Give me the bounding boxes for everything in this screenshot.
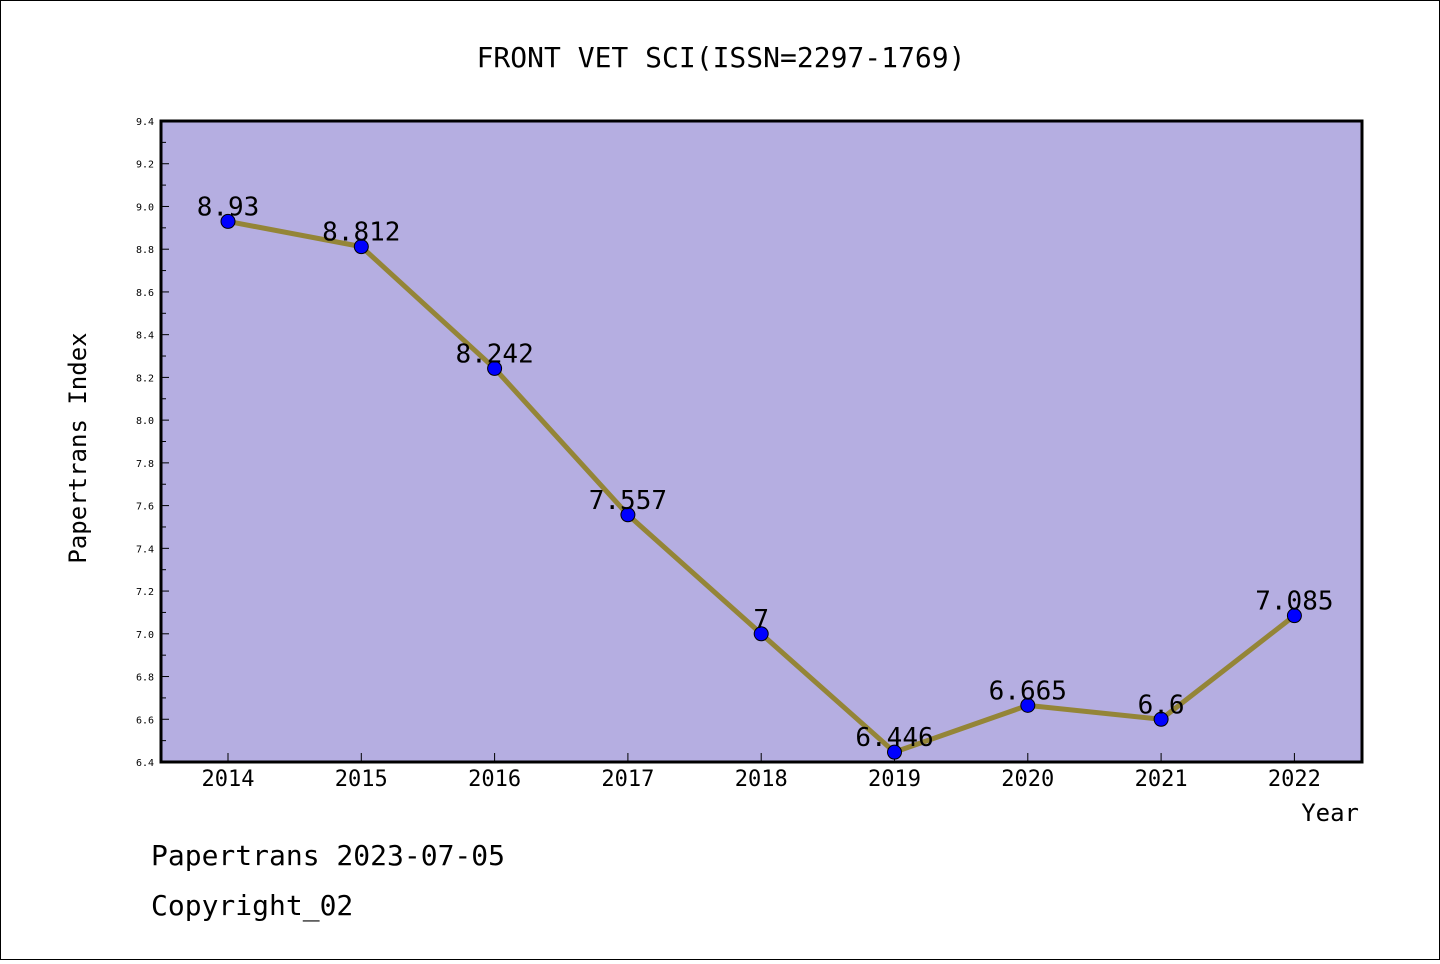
x-tick-label: 2018 <box>735 767 788 792</box>
x-tick-label: 2019 <box>868 767 921 792</box>
footer-copyright-text: Copyright_02 <box>151 889 353 923</box>
x-tick-label: 2022 <box>1268 767 1321 792</box>
series-group: 8.93 8.812 8.242 7.557 7 6.446 6.665 6.6 7.085 <box>197 192 1334 760</box>
y-tick-label: 7.2 <box>136 587 154 598</box>
y-tick-label: 6.4 <box>136 758 154 769</box>
y-tick-label: 9.4 <box>136 117 154 128</box>
chart-title: FRONT VET SCI(ISSN=2297-1769) <box>477 41 966 74</box>
data-point <box>220 213 236 229</box>
data-label: 7.557 <box>589 486 667 516</box>
x-tick-label: 2015 <box>335 767 388 792</box>
x-axis-ticks: 2014 2015 2016 2017 2018 2019 2020 2021 2022 <box>202 753 1321 792</box>
y-tick-label: 8.0 <box>136 416 154 427</box>
data-label: 7.085 <box>1255 587 1333 617</box>
data-label: 6.6 <box>1138 690 1185 720</box>
y-tick-label: 6.6 <box>136 715 154 726</box>
y-tick-label: 7.8 <box>136 459 154 470</box>
y-axis-ticks: 6.4 6.6 6.8 7.0 7.2 7.4 7.6 7.8 8.0 8.2 8.4 8.6 8.8 9… <box>136 117 169 769</box>
y-axis-title: Papertrans Index <box>64 332 92 563</box>
data-point <box>353 239 369 255</box>
data-label: 8.242 <box>455 339 533 369</box>
data-label: 8.812 <box>322 218 400 248</box>
data-point <box>620 507 636 523</box>
y-tick-label: 8.6 <box>136 288 154 299</box>
y-tick-label: 7.0 <box>136 630 154 641</box>
plot-area <box>159 119 1364 764</box>
y-tick-label: 9.2 <box>136 160 154 171</box>
x-axis-title: Year <box>1301 799 1359 827</box>
data-point <box>753 626 769 642</box>
x-tick-label: 2021 <box>1135 767 1188 792</box>
y-tick-label: 8.8 <box>136 245 154 256</box>
footer-date-text: Papertrans 2023-07-05 <box>151 839 505 872</box>
data-point <box>487 360 503 376</box>
y-tick-label: 7.4 <box>136 544 154 555</box>
x-tick-label: 2020 <box>1001 767 1054 792</box>
data-label: 6.665 <box>989 676 1067 706</box>
y-tick-label: 8.4 <box>136 331 154 342</box>
x-tick-label: 2016 <box>468 767 521 792</box>
x-tick-label: 2017 <box>601 767 654 792</box>
data-point <box>1286 608 1302 624</box>
data-label: 8.93 <box>197 192 260 222</box>
data-point <box>1020 697 1036 713</box>
data-point <box>887 744 902 760</box>
x-tick-label: 2014 <box>202 767 255 792</box>
data-label: 6.446 <box>855 723 933 753</box>
data-label: 7 <box>753 605 769 635</box>
y-tick-label: 9.0 <box>136 202 154 213</box>
data-point <box>1153 711 1169 727</box>
y-tick-label: 8.2 <box>136 373 154 384</box>
y-tick-label: 6.8 <box>136 673 154 684</box>
y-tick-label: 7.6 <box>136 502 154 513</box>
